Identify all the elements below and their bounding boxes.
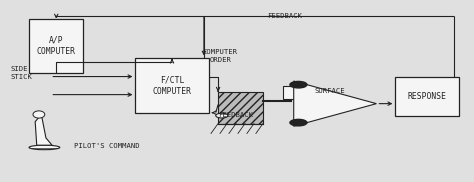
Text: SURFACE: SURFACE: [315, 88, 346, 94]
FancyBboxPatch shape: [29, 19, 83, 73]
Ellipse shape: [29, 145, 60, 150]
Text: RESPONSE: RESPONSE: [408, 92, 447, 101]
Text: COMPUTER
ORDER: COMPUTER ORDER: [203, 49, 238, 63]
Circle shape: [216, 113, 228, 118]
FancyBboxPatch shape: [395, 77, 459, 116]
Circle shape: [290, 81, 307, 88]
Text: SIDE
STICK: SIDE STICK: [10, 66, 32, 80]
Text: PILOT'S COMMAND: PILOT'S COMMAND: [74, 143, 139, 149]
Polygon shape: [35, 114, 52, 145]
Text: A/P
COMPUTER: A/P COMPUTER: [36, 35, 76, 56]
FancyBboxPatch shape: [283, 86, 294, 99]
Text: F/CTL
COMPUTER: F/CTL COMPUTER: [153, 75, 191, 96]
Ellipse shape: [33, 111, 45, 118]
FancyBboxPatch shape: [218, 92, 263, 124]
FancyBboxPatch shape: [136, 58, 209, 113]
Text: FEEDBACK: FEEDBACK: [218, 112, 253, 118]
Polygon shape: [294, 81, 376, 126]
Text: FEEDBACK: FEEDBACK: [267, 13, 302, 19]
Circle shape: [290, 119, 307, 126]
